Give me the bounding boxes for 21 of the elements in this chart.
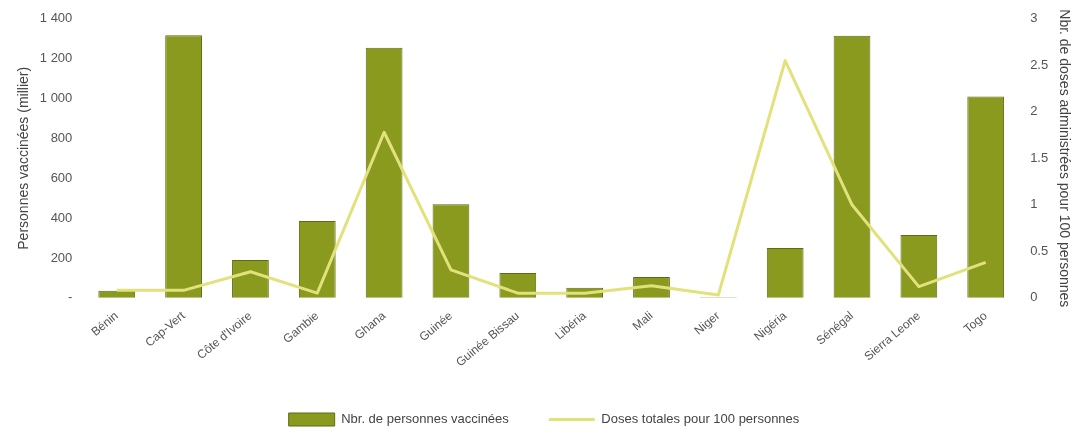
x-tick-label: Mali — [629, 308, 656, 334]
y2-tick-label: 0 — [1030, 289, 1038, 305]
y-tick-label: 400 — [50, 209, 73, 225]
y2-tick-label: 1.5 — [1030, 149, 1049, 165]
y2-tick-label: 1 — [1030, 196, 1038, 212]
y-tick-label: - — [67, 289, 73, 305]
y2-tick-label: 2.5 — [1030, 56, 1049, 72]
y-tick-label: 1 000 — [39, 90, 73, 106]
y-tick-label: 200 — [50, 249, 73, 265]
y-tick-label: 800 — [50, 129, 73, 145]
x-tick-label: Togo — [960, 308, 991, 336]
legend-label: Nbr. de personnes vaccinées — [341, 411, 510, 427]
y-tick-label: 600 — [50, 169, 73, 185]
y-axis-title: Personnes vaccinées (millier) — [15, 66, 32, 250]
legend-label: Doses totales pour 100 personnes — [601, 411, 800, 427]
y2-axis-title: Nbr. de doses administrées pour 100 personnes — [1056, 9, 1073, 308]
y2-tick-label: 3 — [1030, 10, 1038, 26]
y2-tick-label: 2 — [1030, 103, 1038, 119]
y2-tick-label: 0.5 — [1030, 242, 1049, 258]
y-tick-label: 1 200 — [39, 50, 73, 66]
y-tick-label: 1 400 — [39, 10, 73, 26]
